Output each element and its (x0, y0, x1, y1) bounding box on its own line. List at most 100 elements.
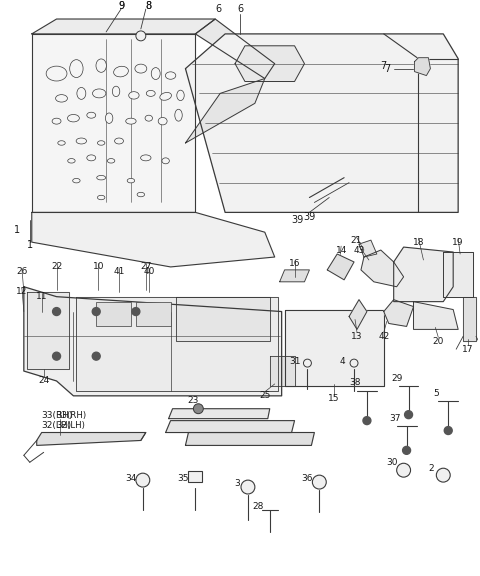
Ellipse shape (87, 112, 96, 118)
Ellipse shape (135, 64, 147, 73)
Polygon shape (327, 254, 354, 280)
Ellipse shape (145, 115, 153, 121)
Ellipse shape (58, 141, 65, 145)
Bar (96, 302, 131, 327)
Polygon shape (195, 19, 275, 78)
Text: 10: 10 (93, 263, 104, 271)
Bar (189, 471, 202, 482)
Polygon shape (185, 78, 265, 143)
Polygon shape (24, 287, 282, 396)
Circle shape (405, 411, 412, 419)
Circle shape (241, 480, 255, 494)
Ellipse shape (68, 158, 75, 163)
Circle shape (444, 427, 452, 434)
Polygon shape (384, 300, 414, 327)
Polygon shape (37, 433, 146, 445)
Ellipse shape (177, 90, 184, 101)
Text: 8: 8 (146, 1, 152, 11)
Text: 35: 35 (178, 473, 189, 483)
Polygon shape (32, 34, 195, 213)
Text: 40: 40 (143, 267, 155, 276)
Polygon shape (359, 240, 377, 257)
Polygon shape (32, 19, 215, 34)
Ellipse shape (129, 92, 139, 99)
Ellipse shape (56, 94, 68, 102)
Text: 30: 30 (386, 458, 397, 467)
Circle shape (350, 359, 358, 367)
Text: 26: 26 (16, 267, 27, 276)
Polygon shape (285, 309, 384, 386)
Polygon shape (185, 34, 458, 213)
Ellipse shape (87, 155, 96, 161)
Text: 3: 3 (234, 479, 240, 488)
Circle shape (136, 31, 146, 41)
Text: 13: 13 (351, 332, 363, 341)
Circle shape (396, 463, 410, 477)
Polygon shape (280, 270, 310, 282)
Ellipse shape (108, 158, 115, 163)
Text: 43: 43 (353, 245, 365, 255)
Text: 6: 6 (215, 4, 221, 14)
Circle shape (132, 308, 140, 316)
Text: 34: 34 (125, 473, 137, 483)
Text: 42: 42 (378, 332, 389, 341)
Ellipse shape (76, 138, 86, 144)
Text: 5: 5 (433, 389, 439, 399)
Polygon shape (166, 420, 295, 433)
Bar (136, 302, 170, 327)
Polygon shape (361, 250, 404, 287)
Text: 29: 29 (391, 374, 402, 384)
Text: 41: 41 (113, 267, 125, 276)
Polygon shape (414, 302, 458, 329)
Ellipse shape (126, 118, 136, 124)
Ellipse shape (97, 195, 105, 200)
Circle shape (303, 359, 312, 367)
Ellipse shape (52, 118, 61, 124)
Ellipse shape (166, 72, 176, 79)
Text: 19: 19 (452, 238, 464, 247)
Text: 20: 20 (432, 337, 444, 346)
Ellipse shape (160, 93, 171, 100)
Text: 33(RH): 33(RH) (57, 411, 87, 420)
Text: 18: 18 (413, 238, 424, 247)
Ellipse shape (162, 158, 169, 164)
Text: 7: 7 (384, 63, 391, 74)
Text: 9: 9 (118, 1, 124, 11)
Text: 31: 31 (290, 357, 301, 366)
Text: 32(LH): 32(LH) (41, 421, 72, 430)
Circle shape (53, 352, 60, 360)
Text: 8: 8 (146, 1, 152, 11)
Circle shape (53, 308, 60, 316)
Text: 37: 37 (389, 414, 400, 423)
Ellipse shape (77, 88, 86, 99)
Circle shape (403, 446, 410, 454)
Ellipse shape (127, 179, 135, 183)
Text: 39: 39 (303, 213, 315, 222)
Ellipse shape (114, 66, 128, 77)
Ellipse shape (93, 89, 106, 98)
Text: 1: 1 (14, 225, 20, 235)
Ellipse shape (115, 138, 123, 144)
Ellipse shape (96, 59, 107, 73)
Text: 28: 28 (252, 502, 264, 511)
Ellipse shape (72, 179, 80, 183)
Ellipse shape (70, 60, 83, 78)
Text: 25: 25 (259, 391, 270, 400)
Polygon shape (27, 291, 70, 369)
Text: 24: 24 (38, 377, 49, 385)
Text: 16: 16 (289, 259, 300, 268)
Ellipse shape (158, 118, 167, 125)
Text: 11: 11 (36, 292, 48, 301)
Ellipse shape (97, 141, 105, 145)
Text: 9: 9 (118, 1, 124, 11)
Polygon shape (168, 409, 270, 419)
Ellipse shape (151, 67, 160, 79)
Polygon shape (349, 300, 367, 329)
Polygon shape (443, 252, 473, 297)
Text: 38: 38 (349, 378, 361, 388)
Circle shape (136, 473, 150, 487)
Text: 17: 17 (462, 344, 474, 354)
Ellipse shape (46, 66, 67, 81)
Ellipse shape (175, 109, 182, 121)
Text: 12: 12 (16, 287, 27, 296)
